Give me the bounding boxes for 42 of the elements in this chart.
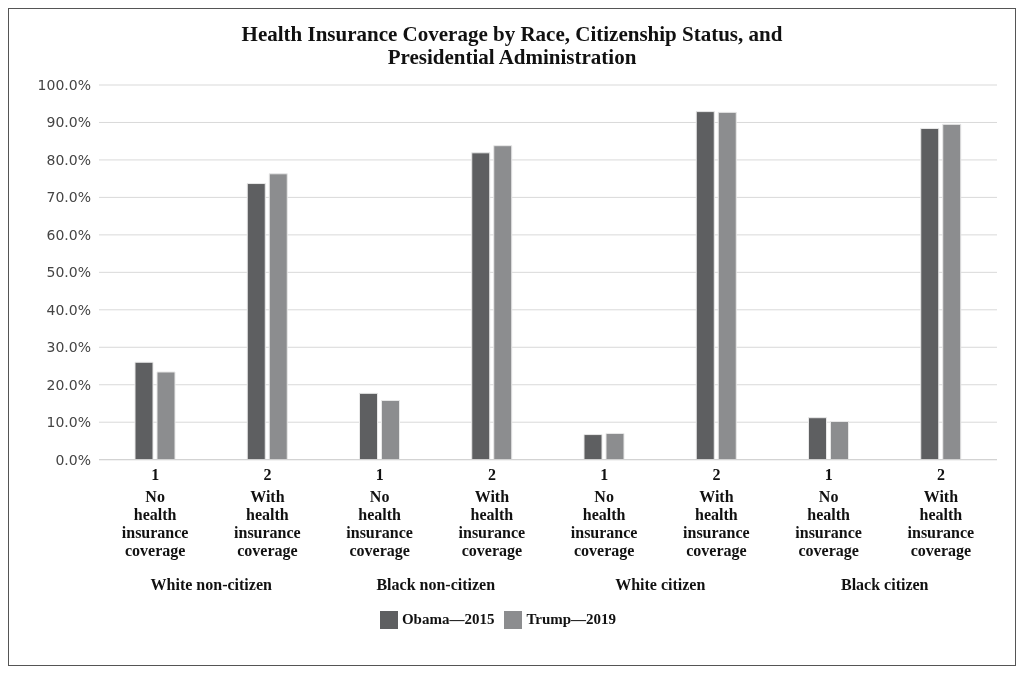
y-tick-label: 100.0% bbox=[37, 76, 91, 93]
bar bbox=[808, 417, 827, 460]
y-tick-label: 60.0% bbox=[46, 226, 91, 243]
y-tick-label: 40.0% bbox=[46, 301, 91, 318]
x-tick-label: 2 With health insurance coverage bbox=[458, 465, 526, 560]
bar bbox=[605, 432, 625, 460]
y-tick-label: 50.0% bbox=[46, 264, 91, 281]
text: Black non-citizen bbox=[376, 575, 496, 593]
y-tick-label: 90.0% bbox=[46, 114, 91, 131]
bar bbox=[830, 420, 849, 460]
legend-label: Trump—2019 bbox=[526, 610, 617, 627]
bar bbox=[156, 371, 176, 460]
y-tick-label: 30.0% bbox=[46, 339, 91, 356]
bar bbox=[359, 392, 378, 460]
y-tick-label: 70.0% bbox=[46, 189, 91, 206]
text: Black citizen bbox=[840, 575, 929, 593]
bar bbox=[583, 434, 603, 460]
bar bbox=[942, 123, 962, 460]
x-tick-label: 2 With health insurance coverage bbox=[234, 465, 301, 560]
text: White non-citizen bbox=[150, 575, 273, 593]
bar bbox=[717, 111, 737, 460]
bar bbox=[920, 127, 940, 460]
y-tick-label: 20.0% bbox=[46, 376, 91, 393]
bar bbox=[471, 152, 491, 460]
x-tick-label: 2 With health insurance coverage bbox=[683, 465, 750, 560]
bar bbox=[246, 183, 266, 460]
y-tick-label: 10.0% bbox=[46, 414, 91, 431]
y-tick-label: 80.0% bbox=[46, 151, 91, 168]
text: White citizen bbox=[615, 575, 706, 593]
bar bbox=[268, 173, 288, 460]
chart-title: Health Insurance Coverage by Race, Citizenship Status, and Presidential Administration bbox=[240, 22, 784, 69]
bar bbox=[695, 111, 715, 460]
x-tick-label: 1 No health insurance coverage bbox=[121, 465, 189, 560]
x-tick-label: 1 No health insurance coverage bbox=[570, 465, 638, 560]
x-tick-label: 1 No health insurance coverage bbox=[795, 465, 862, 560]
x-tick-label: 2 With health insurance coverage bbox=[907, 465, 975, 560]
bar bbox=[493, 145, 513, 460]
legend-label: Obama—2015 bbox=[401, 610, 495, 627]
x-tick-label: 1 No health insurance coverage bbox=[346, 465, 413, 560]
y-tick-label: 0.0% bbox=[55, 451, 91, 468]
bar bbox=[134, 361, 154, 460]
bar bbox=[381, 399, 400, 460]
